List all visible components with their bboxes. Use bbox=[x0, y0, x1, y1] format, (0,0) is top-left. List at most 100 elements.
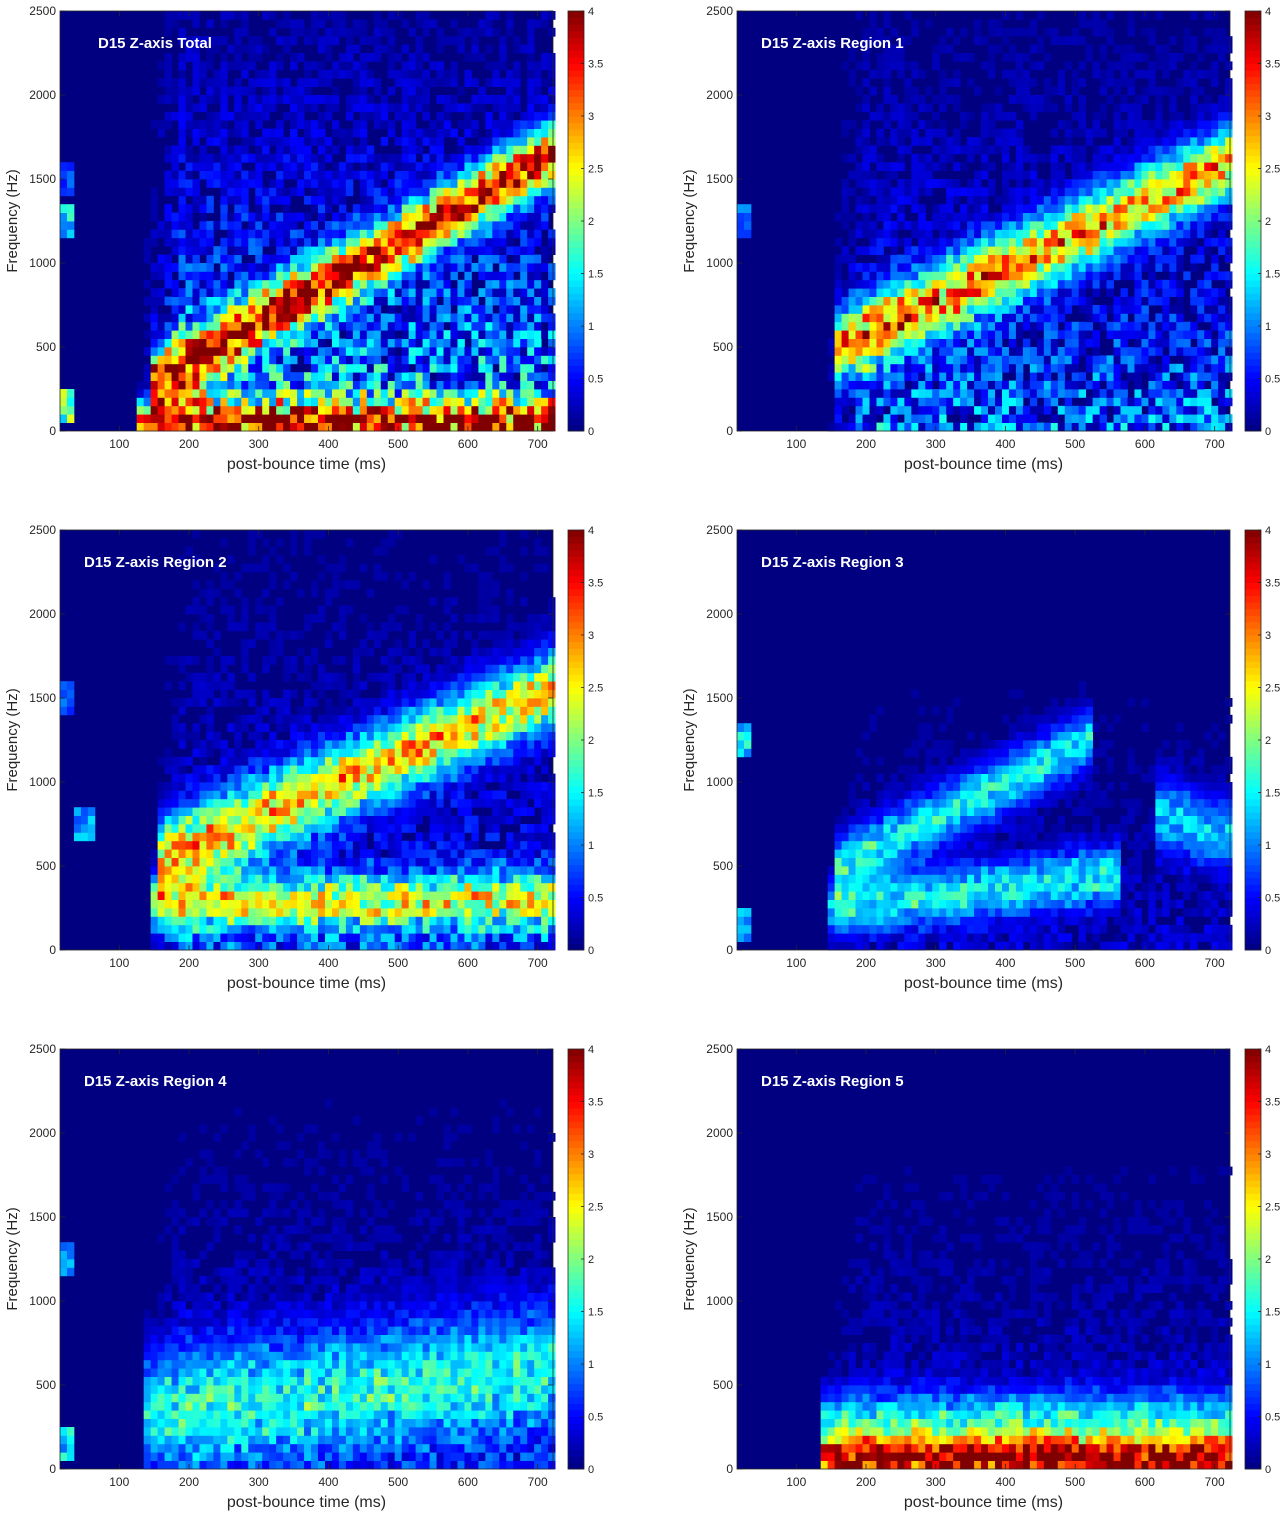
heatmap-cell bbox=[981, 229, 988, 238]
heatmap-cell bbox=[953, 221, 960, 230]
heatmap-cell bbox=[918, 339, 925, 348]
heatmap-cell bbox=[1148, 389, 1155, 398]
heatmap-cell bbox=[234, 397, 241, 406]
heatmap-cell bbox=[151, 916, 158, 925]
heatmap-cell bbox=[283, 330, 290, 339]
colorbar-segment bbox=[568, 241, 584, 248]
heatmap-cell bbox=[939, 179, 946, 188]
heatmap-cell bbox=[444, 297, 451, 306]
heatmap-cell bbox=[534, 187, 541, 196]
heatmap-cell bbox=[409, 246, 416, 255]
heatmap-cell bbox=[206, 221, 213, 230]
heatmap-cell bbox=[444, 339, 451, 348]
heatmap-cell bbox=[946, 313, 953, 322]
heatmap-cell bbox=[1183, 271, 1190, 280]
heatmap-cell bbox=[416, 179, 423, 188]
heatmap-cell bbox=[297, 381, 304, 390]
heatmap-cell bbox=[1225, 187, 1232, 196]
heatmap-cell bbox=[1114, 204, 1121, 213]
heatmap-cell bbox=[988, 406, 995, 415]
heatmap-cell bbox=[1023, 78, 1030, 87]
heatmap-cell bbox=[856, 389, 863, 398]
heatmap-cell bbox=[1107, 372, 1114, 381]
heatmap-cell bbox=[1190, 154, 1197, 163]
heatmap-cell bbox=[1197, 339, 1204, 348]
heatmap-cell bbox=[876, 154, 883, 163]
heatmap-cell bbox=[1044, 78, 1051, 87]
heatmap-cell bbox=[381, 280, 388, 289]
heatmap-cell bbox=[444, 347, 451, 356]
heatmap-cell bbox=[165, 656, 172, 665]
colorbar-tick-label: 4 bbox=[1265, 6, 1271, 18]
heatmap-cell bbox=[213, 70, 220, 79]
heatmap-cell bbox=[849, 397, 856, 406]
heatmap-cell bbox=[974, 372, 981, 381]
heatmap-cell bbox=[1009, 389, 1016, 398]
heatmap-cell bbox=[444, 372, 451, 381]
heatmap-cell bbox=[911, 288, 918, 297]
heatmap-cell bbox=[464, 229, 471, 238]
heatmap-cell bbox=[1211, 187, 1218, 196]
heatmap-cell bbox=[506, 330, 513, 339]
heatmap-cell bbox=[151, 330, 158, 339]
heatmap-cell bbox=[974, 364, 981, 373]
heatmap-cell bbox=[67, 229, 74, 238]
heatmap-cell bbox=[1100, 229, 1107, 238]
heatmap-cell bbox=[409, 61, 416, 70]
heatmap-cell bbox=[471, 364, 478, 373]
heatmap-cell bbox=[165, 406, 172, 415]
heatmap-cell bbox=[402, 78, 409, 87]
heatmap-cell bbox=[1051, 381, 1058, 390]
heatmap-cell bbox=[1121, 347, 1128, 356]
heatmap-cell bbox=[192, 196, 199, 205]
heatmap-cell bbox=[890, 389, 897, 398]
heatmap-cell bbox=[939, 255, 946, 264]
heatmap-cell bbox=[1155, 129, 1162, 138]
heatmap-cell bbox=[1072, 204, 1079, 213]
heatmap-cell bbox=[1114, 179, 1121, 188]
heatmap-cell bbox=[520, 381, 527, 390]
heatmap-cell bbox=[946, 372, 953, 381]
heatmap-cell bbox=[192, 78, 199, 87]
colorbar-segment bbox=[568, 333, 584, 340]
heatmap-cell bbox=[430, 263, 437, 272]
heatmap-cell bbox=[1107, 145, 1114, 154]
heatmap-cell bbox=[248, 397, 255, 406]
heatmap-cell bbox=[381, 246, 388, 255]
heatmap-cell bbox=[339, 187, 346, 196]
heatmap-cell bbox=[918, 322, 925, 331]
heatmap-cell bbox=[1204, 313, 1211, 322]
heatmap-cell bbox=[485, 313, 492, 322]
heatmap-cell bbox=[409, 339, 416, 348]
heatmap-cell bbox=[904, 103, 911, 112]
heatmap-cell bbox=[339, 263, 346, 272]
heatmap-cell bbox=[227, 196, 234, 205]
heatmap-cell bbox=[179, 263, 186, 272]
heatmap-cell bbox=[1197, 53, 1204, 62]
heatmap-cell bbox=[1225, 255, 1232, 264]
heatmap-cell bbox=[269, 313, 276, 322]
heatmap-cell bbox=[960, 406, 967, 415]
heatmap-cell bbox=[172, 841, 179, 850]
colorbar-segment bbox=[1245, 44, 1261, 51]
heatmap-cell bbox=[1225, 355, 1232, 364]
heatmap-cell bbox=[416, 406, 423, 415]
heatmap-cell bbox=[548, 129, 555, 138]
heatmap-cell bbox=[897, 221, 904, 230]
heatmap-cell bbox=[262, 238, 269, 247]
heatmap-cell bbox=[974, 204, 981, 213]
colorbar-segment bbox=[1245, 18, 1261, 25]
heatmap-cell bbox=[464, 221, 471, 230]
heatmap-cell bbox=[876, 112, 883, 121]
heatmap-cell bbox=[1044, 313, 1051, 322]
heatmap-cell bbox=[974, 339, 981, 348]
heatmap-cell bbox=[325, 347, 332, 356]
heatmap-cell bbox=[67, 221, 74, 230]
heatmap-cell bbox=[1107, 162, 1114, 171]
heatmap-cell bbox=[374, 53, 381, 62]
heatmap-cell bbox=[416, 87, 423, 96]
heatmap-cell bbox=[1141, 129, 1148, 138]
heatmap-cell bbox=[946, 263, 953, 272]
heatmap-cell bbox=[353, 397, 360, 406]
heatmap-cell bbox=[220, 53, 227, 62]
